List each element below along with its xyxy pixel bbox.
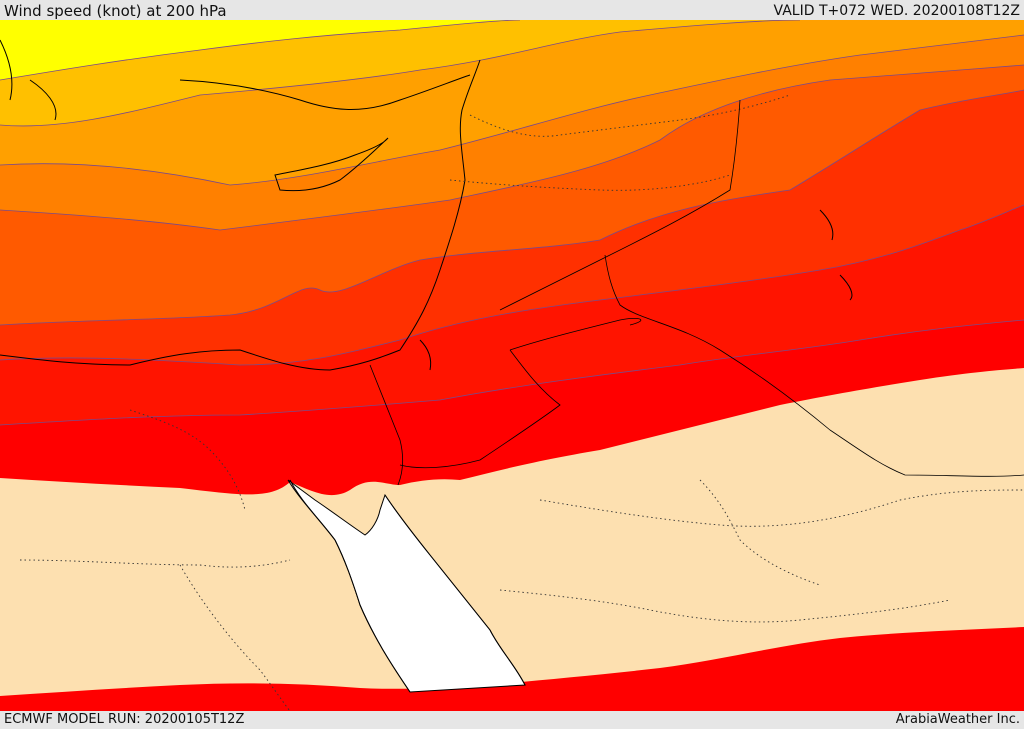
footer-bar: ECMWF MODEL RUN: 20200105T12Z ArabiaWeat… (0, 711, 1024, 729)
boundary-lines (369, 99, 1024, 486)
low-wind-region (0, 368, 1024, 696)
wind-speed-map[interactable] (0, 20, 1024, 711)
borders (19, 94, 1024, 711)
valid-time: VALID T+072 WED. 20200108T12Z (773, 3, 1020, 19)
coastlines (0, 39, 853, 693)
credit: ArabiaWeather Inc. (895, 712, 1020, 727)
model-run: ECMWF MODEL RUN: 20200105T12Z (4, 712, 245, 727)
header-bar: Wind speed (knot) at 200 hPa VALID T+072… (0, 0, 1024, 20)
map-title: Wind speed (knot) at 200 hPa (4, 2, 227, 20)
contour-lines (0, 20, 1024, 426)
